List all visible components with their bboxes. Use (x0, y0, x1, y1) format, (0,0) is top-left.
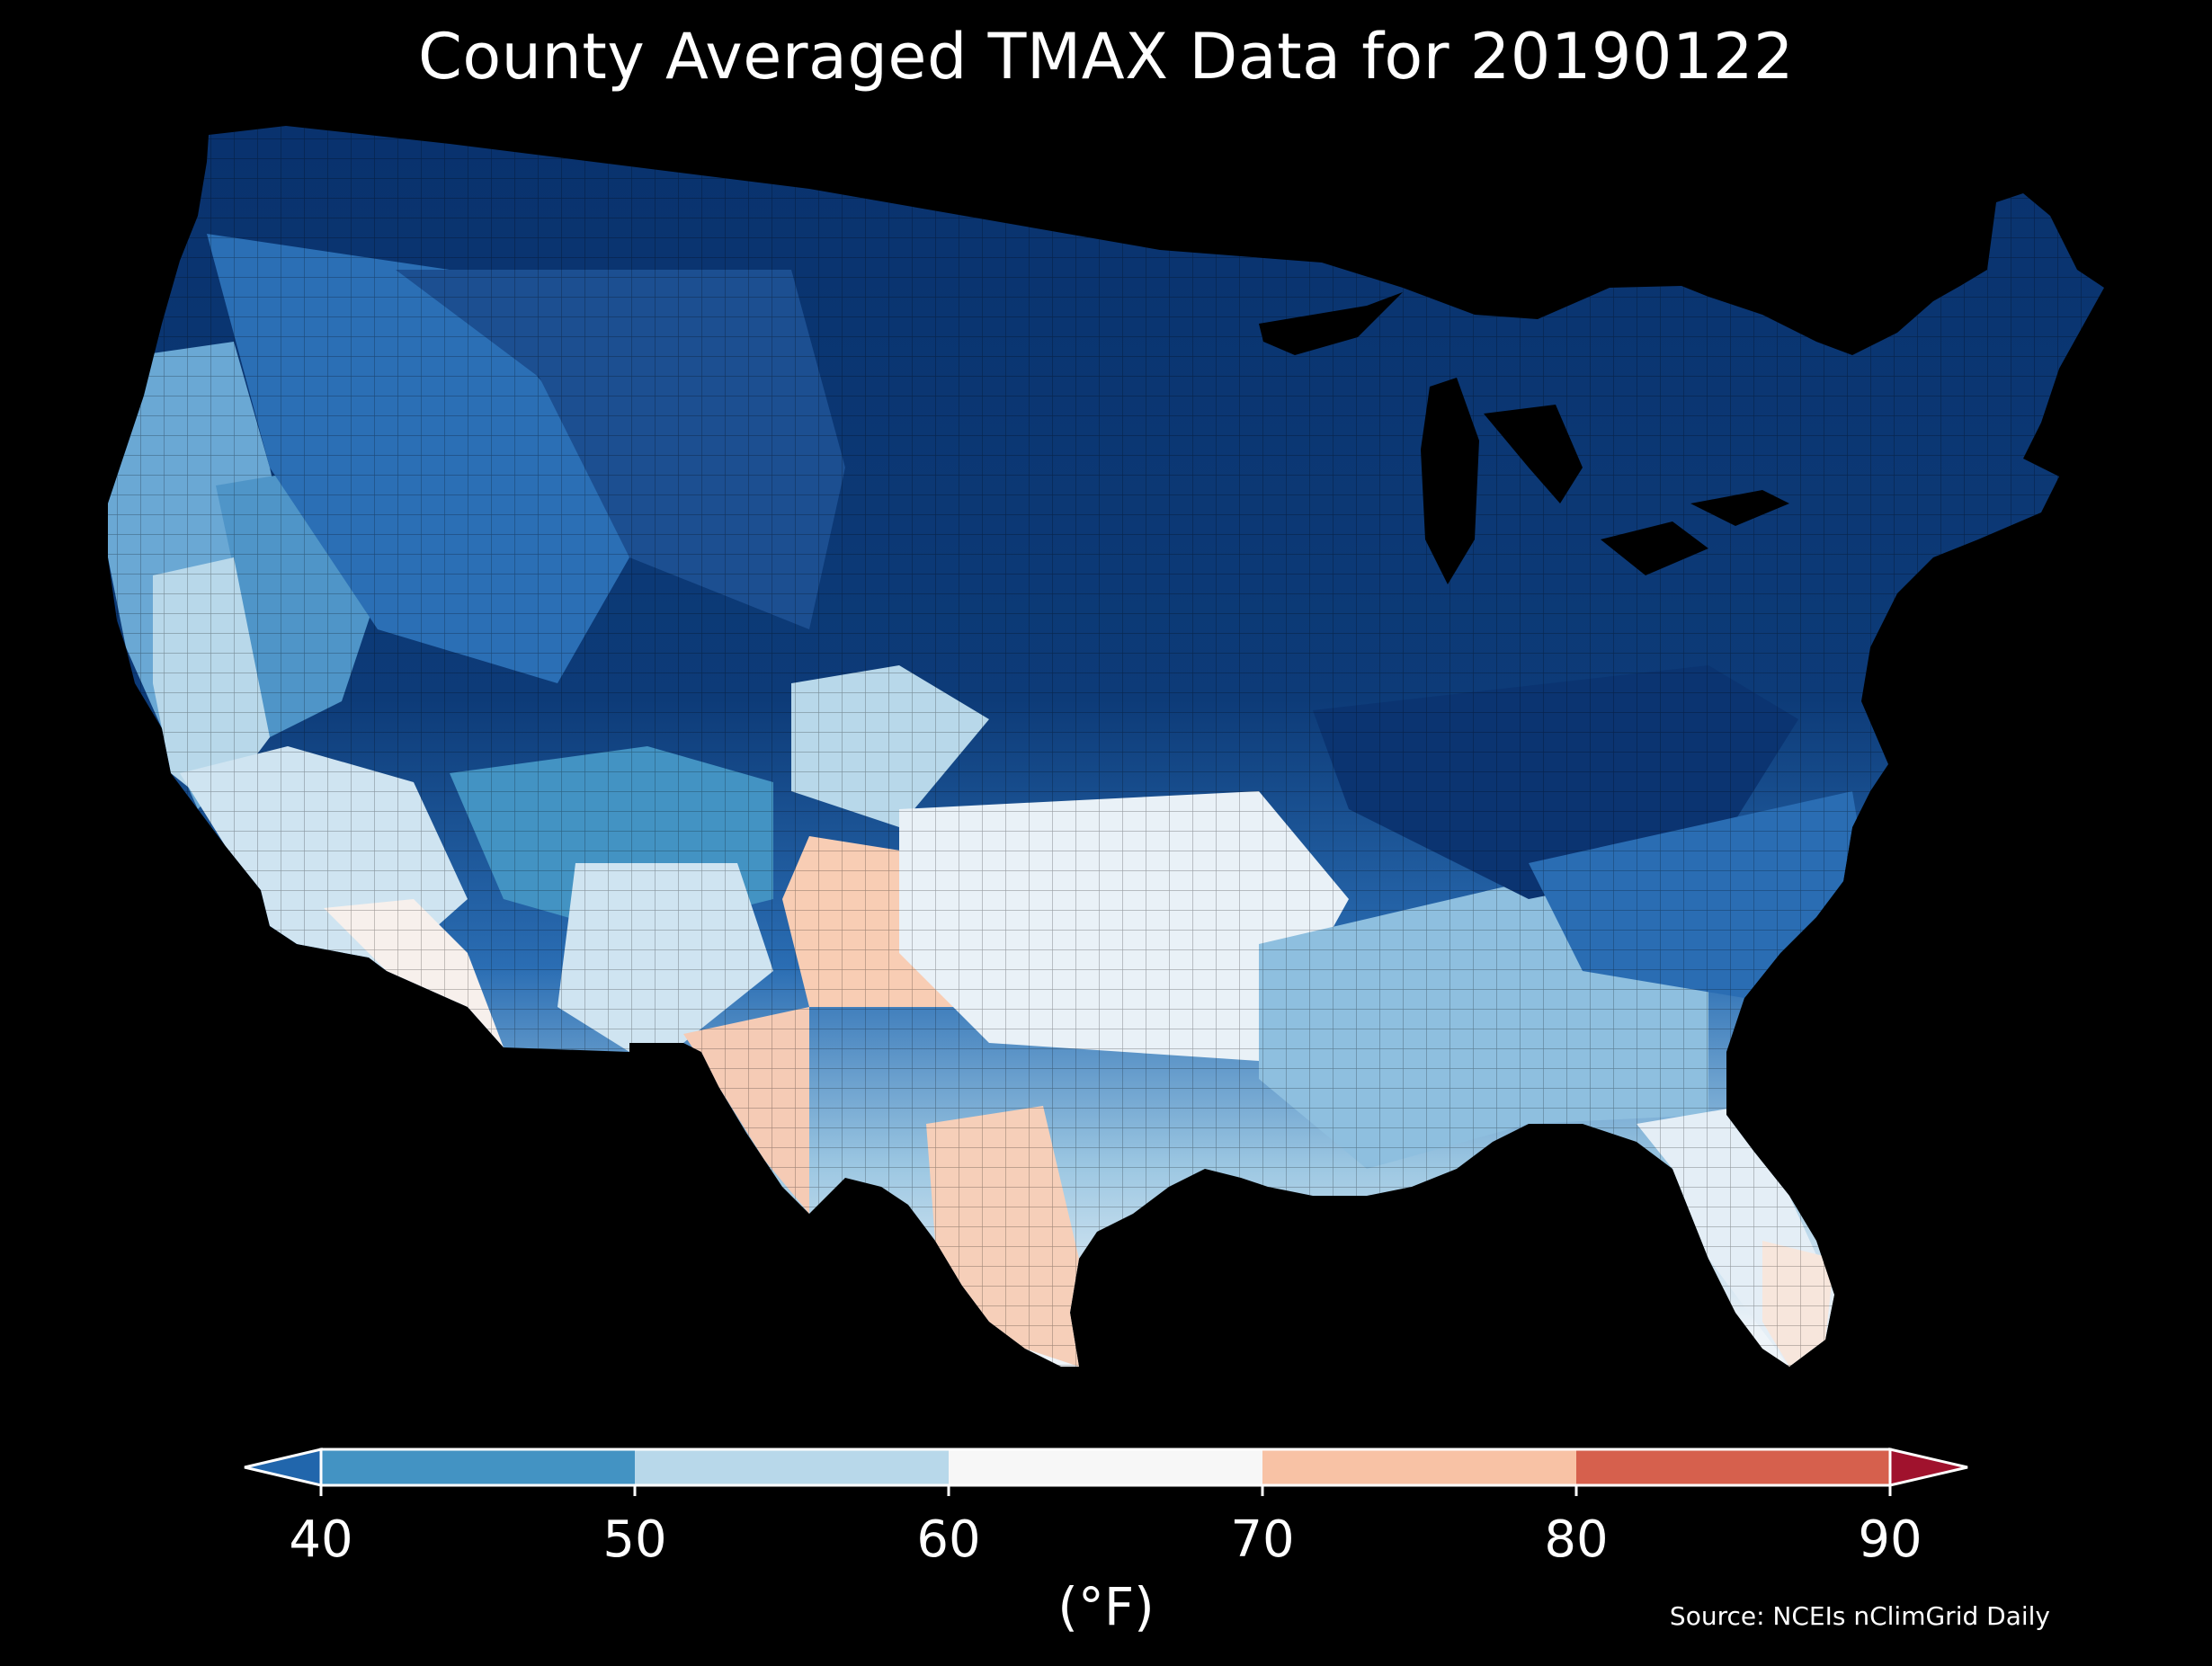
colorbar-extend-high (1888, 1448, 1968, 1487)
colorbar-bin-80-90 (1576, 1449, 1890, 1485)
source-credit: Source: NCEIs nClimGrid Daily (1669, 1601, 2050, 1631)
colorbar-tick-50: 50 (602, 1510, 667, 1569)
colorbar-tick-40: 40 (289, 1510, 353, 1569)
colorbar-tick-70: 70 (1230, 1510, 1295, 1569)
colorbar-extend-low (244, 1448, 323, 1487)
colorbar-bin-50-60 (635, 1449, 949, 1485)
colorbar-unit-label: (°F) (1057, 1576, 1155, 1637)
colorbar-bin-70-80 (1262, 1449, 1576, 1485)
colorbar-outline (319, 1448, 1892, 1487)
colorbar-bin-40-50 (321, 1449, 635, 1485)
map-title: County Averaged TMAX Data for 20190122 (417, 20, 1795, 94)
colorbar-bin-60-70 (949, 1449, 1262, 1485)
colorbar-tick-80: 80 (1544, 1510, 1609, 1569)
colorbar-tick-90: 90 (1858, 1510, 1922, 1569)
colorbar-tick-60: 60 (916, 1510, 981, 1569)
